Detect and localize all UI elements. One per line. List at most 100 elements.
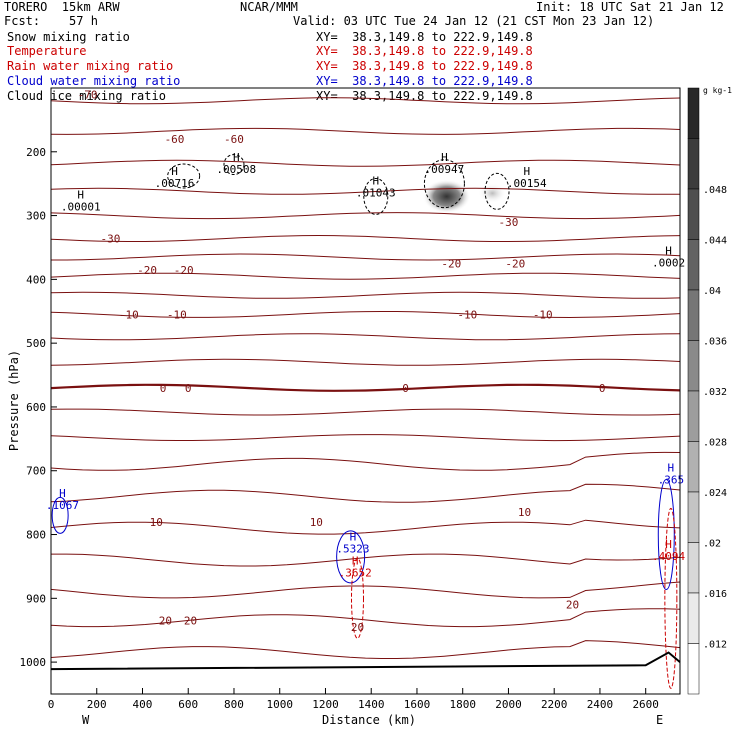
valid-label: Valid: 03 UTC Tue 24 Jan 12 (21 CST Mon … [293, 14, 655, 28]
isotherm-label: -70 [78, 88, 98, 101]
right-endpoint: E [656, 713, 664, 727]
isotherm-label: 10 [518, 506, 531, 519]
isotherm-label: -30 [101, 233, 121, 246]
center-label: NCAR/MMM [240, 0, 298, 14]
cloud-water-contour [657, 479, 675, 591]
x-tick-label: 1600 [404, 698, 431, 711]
plot-frame [50, 87, 681, 695]
isotherm [50, 291, 681, 299]
snow-shading-secondary [478, 183, 507, 204]
isotherm [51, 253, 681, 261]
isotherm [50, 608, 681, 628]
isotherm [50, 640, 681, 659]
isotherm-label: -30 [499, 216, 519, 229]
y-tick-label: 1000 [20, 656, 47, 669]
isotherm-label: 20 [159, 615, 172, 628]
x-tick-label: 2000 [495, 698, 522, 711]
x-tick-label: 1000 [266, 698, 293, 711]
isotherm [50, 408, 681, 416]
isotherm [51, 553, 681, 567]
x-axis-label: Distance (km) [322, 713, 416, 727]
x-tick-label: 2400 [587, 698, 614, 711]
colorbar-tick-label: .04 [703, 286, 721, 297]
colorbar-swatch [687, 390, 700, 442]
isotherm [50, 159, 681, 167]
maximum-marker: H [523, 165, 530, 178]
colorbar-swatch [687, 491, 700, 543]
isotherm-label: -10 [533, 308, 553, 321]
colorbar-tick-label: .024 [703, 488, 727, 499]
isotherm [50, 97, 681, 105]
fcst-label: Fcst: 57 h [4, 14, 98, 28]
cloud-water-contour [51, 496, 69, 534]
x-tick-label: 800 [224, 698, 244, 711]
isotherm [50, 333, 681, 341]
maximum-value-label: .00716 [155, 177, 195, 190]
isotherm [50, 272, 681, 280]
xy-cloud-water: XY= 38.3,149.8 to 222.9,149.8 [316, 74, 533, 88]
colorbar-swatch [687, 643, 700, 695]
isotherm-label: -20 [505, 257, 525, 270]
y-tick-label: 600 [26, 401, 46, 414]
isotherm-zero [50, 383, 681, 392]
cloud-ice-contour [423, 159, 465, 209]
rain-contour [350, 557, 364, 639]
y-tick-label: 200 [26, 146, 46, 159]
colorbar-swatch [687, 592, 700, 644]
model-label: TORERO 15km ARW [4, 0, 120, 14]
isotherm-label: -10 [457, 308, 477, 321]
field-temperature: Temperature [7, 44, 87, 58]
isotherm-label: -10 [119, 308, 139, 321]
colorbar-tick-label: .02 [703, 539, 721, 550]
maximum-marker: H [171, 165, 178, 178]
y-tick-label: 800 [26, 529, 46, 542]
colorbar-swatch [687, 441, 700, 493]
colorbar-unit: g kg-1 [703, 86, 732, 95]
isotherm-label: 0 [185, 382, 192, 395]
isotherm-label: 0 [402, 382, 409, 395]
isotherm-label: -60 [165, 133, 185, 146]
maximum-marker: H [77, 188, 84, 201]
y-tick-label: 300 [26, 210, 46, 223]
cloud-ice-contour [363, 177, 389, 215]
maximum-value-label: .00508 [216, 163, 256, 176]
isotherm [50, 187, 681, 195]
colorbar-tick-label: .012 [703, 640, 727, 651]
isotherm [50, 581, 681, 599]
isotherm [50, 358, 681, 366]
field-snow: Snow mixing ratio [7, 30, 130, 44]
maximum-marker: H [59, 487, 66, 500]
isotherm [50, 212, 681, 220]
y-tick-label: 400 [26, 273, 46, 286]
y-tick-label: 700 [26, 465, 46, 478]
colorbar-swatch [687, 340, 700, 392]
isotherm-label: 10 [150, 516, 163, 529]
x-tick-label: 600 [178, 698, 198, 711]
isotherm-label: -20 [441, 257, 461, 270]
isotherm-label: 20 [351, 621, 364, 634]
colorbar-swatch [687, 239, 700, 291]
x-tick-label: 2600 [632, 698, 659, 711]
isotherm-label: 20 [566, 599, 579, 612]
isotherm [50, 434, 681, 442]
maximum-marker: H [665, 538, 672, 551]
isotherm [50, 127, 681, 135]
field-cloud-ice: Cloud ice mixing ratio [7, 89, 166, 103]
maximum-marker: H [352, 555, 359, 568]
field-cloud-water: Cloud water mixing ratio [7, 74, 181, 88]
x-tick-label: 1800 [449, 698, 476, 711]
maximum-value-label: .1067 [46, 499, 79, 512]
xy-snow: XY= 38.3,149.8 to 222.9,149.8 [316, 30, 533, 44]
snow-shading [422, 179, 471, 214]
colorbar-swatch [687, 289, 700, 341]
colorbar-swatch [687, 138, 700, 190]
init-label: Init: 18 UTC Sat 21 Jan 12 [536, 0, 724, 14]
y-tick-label: 500 [26, 337, 46, 350]
isotherm [50, 234, 681, 242]
maximum-marker: H [668, 461, 675, 474]
isotherm [50, 451, 681, 471]
colorbar-tick-label: .044 [703, 236, 727, 247]
colorbar-tick-label: .032 [703, 387, 727, 398]
maximum-marker: H [665, 245, 672, 258]
